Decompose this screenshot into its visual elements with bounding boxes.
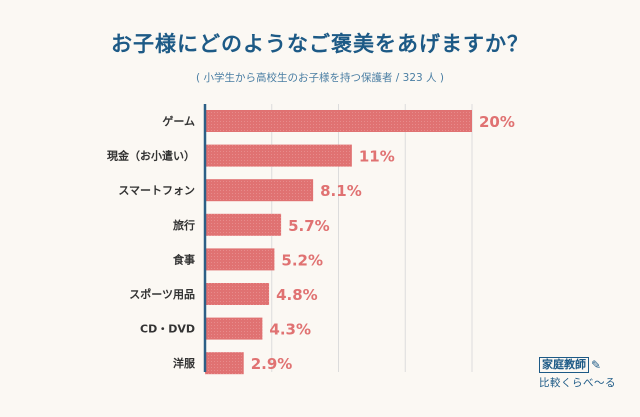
value-labels: 20% 11% 8.1% 5.7% 5.2% 4.8% 4.3% 2.9% [251, 113, 515, 373]
bar [205, 179, 314, 202]
value-label: 5.7% [288, 217, 330, 235]
category-label: 現金（お小遣い） [107, 149, 195, 163]
category-label: 旅行 [173, 218, 195, 232]
logo-sub-text: 比較くらべ～る [539, 377, 616, 389]
category-label: スマートフォン [118, 184, 195, 197]
bar [205, 110, 472, 132]
bars [205, 110, 472, 375]
bar [205, 213, 282, 236]
value-label: 4.8% [276, 286, 318, 304]
logo-main-text: 家庭教師 [539, 357, 589, 373]
value-label: 2.9% [251, 355, 293, 373]
value-label: 4.3% [269, 321, 311, 339]
bar [205, 144, 352, 167]
category-label: スポーツ用品 [129, 287, 195, 301]
value-label: 20% [479, 113, 515, 131]
chart-subtitle: ( 小学生から高校生のお子様を持つ保護者 / 323 人 ) [196, 72, 444, 84]
category-label: CD・DVD [140, 323, 195, 336]
chart-title: お子様にどのようなご褒美をあげますか？ [111, 32, 529, 56]
bar [205, 317, 263, 340]
brand-logo: 家庭教師 ✎ 比較くらべ～る [539, 357, 625, 390]
pencil-icon: ✎ [591, 358, 602, 372]
category-label: ゲーム [162, 114, 195, 128]
bar [205, 352, 244, 375]
bar [205, 248, 275, 271]
bar [205, 283, 270, 305]
value-label: 8.1% [320, 182, 362, 200]
category-label: 洋服 [173, 356, 196, 370]
category-label: 食事 [173, 252, 195, 266]
value-label: 11% [359, 148, 395, 166]
value-label: 5.2% [281, 251, 323, 269]
